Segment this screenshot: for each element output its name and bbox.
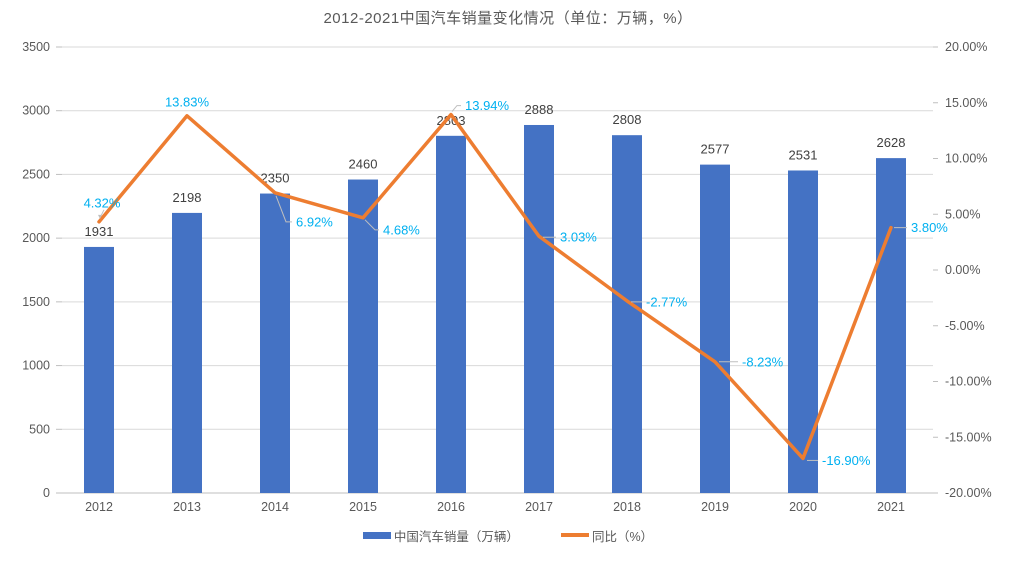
- legend-label-yoy: 同比（%）: [591, 529, 654, 544]
- line-point-label: 3.80%: [911, 220, 948, 235]
- bar-2020[interactable]: [788, 170, 818, 494]
- line-point-label: 4.68%: [383, 222, 420, 237]
- label-leader-line: [451, 105, 461, 112]
- x-axis-label: 2012: [85, 500, 113, 514]
- x-axis-label: 2016: [437, 500, 465, 514]
- line-point-label: -8.23%: [742, 354, 784, 369]
- left-axis-tick-label: 1500: [22, 295, 50, 309]
- line-point-label: 6.92%: [296, 214, 333, 229]
- bar-2019[interactable]: [700, 164, 730, 493]
- left-axis-tick-label: 0: [43, 486, 50, 500]
- bar-value-label: 2808: [613, 112, 642, 127]
- x-axis-label: 2021: [877, 500, 905, 514]
- left-axis-tick-label: 2000: [22, 231, 50, 245]
- x-axis-label: 2013: [173, 500, 201, 514]
- bar-2021[interactable]: [876, 158, 906, 493]
- bar-value-label: 1931: [85, 224, 114, 239]
- bar-value-label: 2350: [261, 171, 290, 186]
- left-axis-tick-label: 1000: [22, 359, 50, 373]
- line-point-label: 3.03%: [560, 230, 597, 245]
- left-axis-tick-label: 2500: [22, 167, 50, 181]
- bar-value-label: 2531: [789, 147, 818, 162]
- x-axis-label: 2019: [701, 500, 729, 514]
- line-point-label: 13.94%: [465, 98, 510, 113]
- right-axis-tick-label: -20.00%: [945, 486, 992, 500]
- bar-value-label: 2888: [525, 102, 554, 117]
- right-axis-tick-label: 15.00%: [945, 96, 987, 110]
- x-axis-label: 2015: [349, 500, 377, 514]
- bar-series-swatch-icon: [362, 531, 391, 539]
- left-axis-tick-label: 3500: [22, 40, 50, 54]
- bar-2014[interactable]: [260, 193, 290, 494]
- x-axis-label: 2014: [261, 500, 289, 514]
- bar-value-label: 2198: [173, 190, 202, 205]
- x-axis-label: 2017: [525, 500, 553, 514]
- bar-2015[interactable]: [348, 179, 378, 494]
- legend-item-sales[interactable]: 中国汽车销量（万辆）: [362, 526, 519, 545]
- bar-value-label: 2460: [349, 157, 378, 172]
- right-axis-tick-label: -10.00%: [945, 375, 992, 389]
- bar-2017[interactable]: [524, 124, 554, 494]
- label-leader-line: [275, 195, 292, 223]
- right-axis-tick-label: 0.00%: [945, 263, 980, 277]
- left-axis-tick-label: 3000: [22, 104, 50, 118]
- bar-value-label: 2628: [877, 135, 906, 150]
- bar-2016[interactable]: [436, 135, 466, 493]
- label-leader-line: [364, 219, 379, 231]
- right-axis-tick-label: 5.00%: [945, 207, 980, 221]
- left-axis-tick-label: 500: [29, 422, 50, 436]
- line-point-label: -2.77%: [646, 294, 688, 309]
- line-series-swatch-icon: [560, 533, 589, 537]
- bar-value-label: 2577: [701, 142, 730, 157]
- chart-title: 2012-2021中国汽车销量变化情况（单位：万辆，%）: [323, 10, 693, 27]
- legend-label-sales: 中国汽车销量（万辆）: [393, 529, 519, 544]
- yoy-line-series[interactable]: [97, 112, 893, 461]
- line-point-label: 4.32%: [84, 195, 121, 210]
- label-leader-arrowhead-icon: [98, 214, 102, 219]
- right-axis-tick-label: -15.00%: [945, 430, 992, 444]
- bar-2013[interactable]: [172, 212, 202, 494]
- bar-2018[interactable]: [612, 135, 642, 493]
- bar-2012[interactable]: [84, 246, 114, 493]
- right-axis-tick-label: -5.00%: [945, 319, 985, 333]
- right-axis-tick-label: 20.00%: [945, 40, 987, 54]
- x-axis-label: 2018: [613, 500, 641, 514]
- x-axis-label: 2020: [789, 500, 817, 514]
- line-point-label: 13.83%: [165, 94, 210, 109]
- legend-item-yoy[interactable]: 同比（%）: [560, 526, 654, 545]
- line-point-label: -16.90%: [822, 453, 871, 468]
- right-axis-tick-label: 10.00%: [945, 152, 987, 166]
- legend: 中国汽车销量（万辆） 同比（%）: [0, 524, 1016, 546]
